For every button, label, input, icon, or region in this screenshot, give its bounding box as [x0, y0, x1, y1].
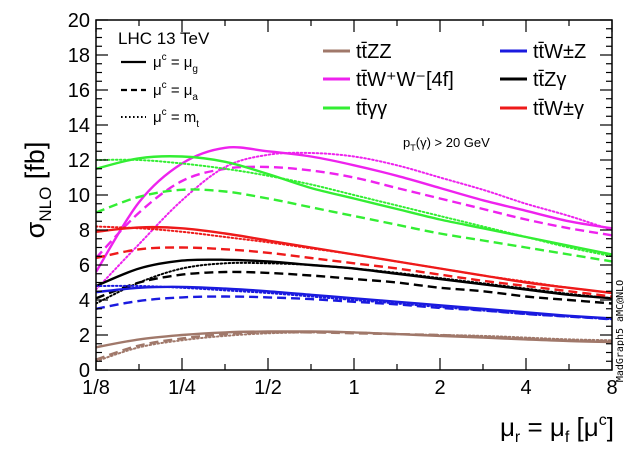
series-line-ttza-dotted	[96, 261, 612, 305]
style-legend-label-dashed: μc = μa	[153, 80, 198, 103]
x-tick-label: 1/8	[82, 377, 110, 399]
x-axis-label: μr = μf [μc]	[500, 412, 614, 445]
series-line-ttwa-dashed	[96, 246, 612, 298]
y-axis-label: σNLO [fb]	[20, 142, 55, 239]
style-legend: μc = μg μc = μa μc = mt	[121, 52, 199, 130]
energy-label: LHC 13 TeV	[118, 29, 210, 48]
y-tick-label: 4	[79, 290, 90, 312]
legend-label-ttwa: tt̄W±γ	[533, 98, 584, 120]
y-tick-label: 12	[68, 150, 90, 172]
y-tick-label: 2	[79, 325, 90, 347]
series-line-ttzz-dotted	[96, 331, 612, 363]
series-line-ttwa-dotted	[96, 225, 612, 294]
y-tick-label: 0	[79, 360, 90, 382]
legend-label-ttww: tt̄W⁺W⁻[4f]	[356, 69, 454, 91]
series-line-ttww-dashed	[96, 165, 612, 259]
series-line-ttza-solid	[96, 258, 612, 300]
series-layer	[96, 146, 612, 363]
y-tick-label: 6	[79, 255, 90, 277]
style-legend-label-solid: μc = μg	[153, 52, 198, 75]
y-tick-label: 20	[68, 10, 90, 32]
series-line-ttww-solid	[96, 146, 612, 273]
legend-label-ttzz: tt̄ZZ	[356, 41, 392, 63]
x-tick-label: 8	[606, 377, 617, 399]
legend-label-ttwz: tt̄W±Z	[533, 41, 586, 63]
x-tick-label: 1/2	[254, 377, 282, 399]
series-line-ttww-dotted	[96, 151, 612, 291]
legend-label-ttaa: tt̄γγ	[356, 98, 387, 120]
y-tick-label: 14	[68, 115, 90, 137]
series-line-ttwz-dashed	[96, 295, 612, 321]
y-tick-label: 16	[68, 80, 90, 102]
watermark: MadGraph5_aMC@NLO	[615, 280, 624, 382]
style-legend-label-dotted: μc = mt	[153, 107, 199, 130]
y-tick-label: 10	[68, 185, 90, 207]
series-line-ttaa-dashed	[96, 188, 612, 263]
x-tick-label: 1	[348, 377, 359, 399]
x-tick-label: 1/4	[168, 377, 196, 399]
series-line-ttza-dashed	[96, 270, 612, 305]
series-line-ttwz-dotted	[96, 284, 612, 321]
y-tick-label: 18	[68, 45, 90, 67]
series-line-ttzz-dashed	[96, 331, 612, 361]
x-tick-label: 2	[434, 377, 445, 399]
x-tick-label: 4	[520, 377, 531, 399]
process-legend: tt̄ZZ tt̄W⁺W⁻[4f] tt̄γγ tt̄W±Z tt̄Zγ tt̄…	[323, 41, 586, 120]
legend-label-ttza: tt̄Zγ	[533, 69, 566, 91]
cut-label: pT(γ) > 20 GeV	[403, 135, 490, 153]
series-line-ttaa-dotted	[96, 158, 612, 258]
y-tick-label: 8	[79, 220, 90, 242]
